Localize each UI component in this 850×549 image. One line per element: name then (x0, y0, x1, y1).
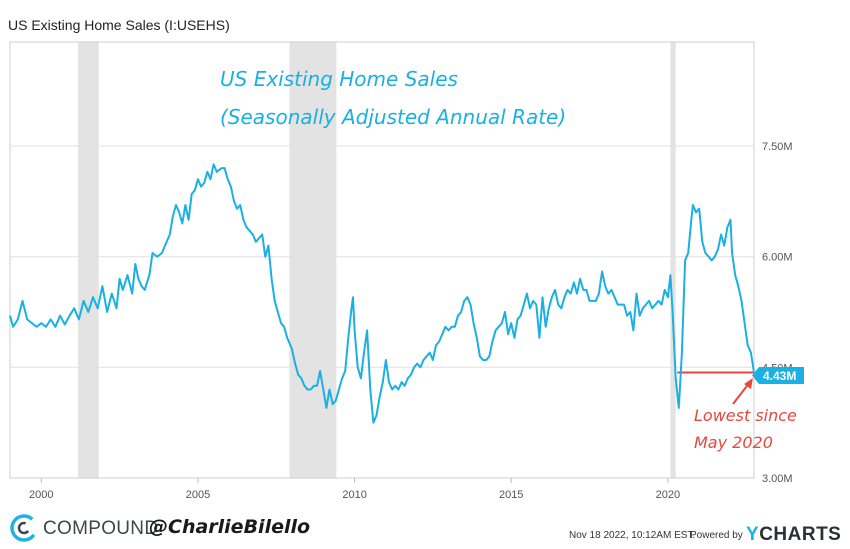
current-value-badge: 4.43M (752, 367, 804, 384)
recession-band-1 (289, 42, 337, 478)
powered-by-label: Powered by (690, 530, 743, 541)
y-tick-label: 7.50M (762, 141, 793, 153)
series-line (9, 163, 755, 424)
plot-frame (9, 41, 755, 479)
x-tick-label: 2000 (29, 489, 53, 501)
ycharts-logo-y: Y (746, 524, 760, 545)
x-tick-label: 2005 (186, 489, 210, 501)
x-tick-label: 2020 (656, 489, 680, 501)
footer: COMPOUND @CharlieBilello Nov 18 2022, 10… (0, 507, 850, 549)
x-axis-ticks: 2000 2005 2010 2015 2020 (29, 478, 680, 501)
timestamp: Nov 18 2022, 10:12AM EST. (569, 530, 696, 541)
y-tick-label: 6.00M (762, 252, 793, 264)
annotation-title-line2: (Seasonally Adjusted Annual Rate) (220, 105, 566, 129)
annotation-arrowhead (744, 378, 753, 389)
recession-band-2 (670, 42, 676, 478)
annotation-note-line2: May 2020 (694, 433, 773, 452)
recession-bands (78, 42, 676, 478)
x-tick-label: 2010 (342, 489, 366, 501)
compound-logo-icon (10, 514, 38, 542)
chart-title: US Existing Home Sales (I:USEHS) (8, 17, 230, 33)
current-value-label: 4.43M (763, 369, 796, 383)
gridlines (10, 145, 754, 368)
brand-name: COMPOUND (43, 518, 159, 539)
y-tick-label: 3.00M (762, 473, 793, 485)
ycharts-logo: YCHARTS (746, 524, 841, 546)
annotation-note-line1: Lowest since (694, 406, 797, 425)
recession-band-0 (78, 42, 99, 478)
ycharts-logo-text: CHARTS (759, 524, 842, 545)
annotation-title-line1: US Existing Home Sales (220, 67, 458, 91)
author-handle: @CharlieBilello (149, 516, 311, 538)
x-tick-label: 2015 (499, 489, 523, 501)
